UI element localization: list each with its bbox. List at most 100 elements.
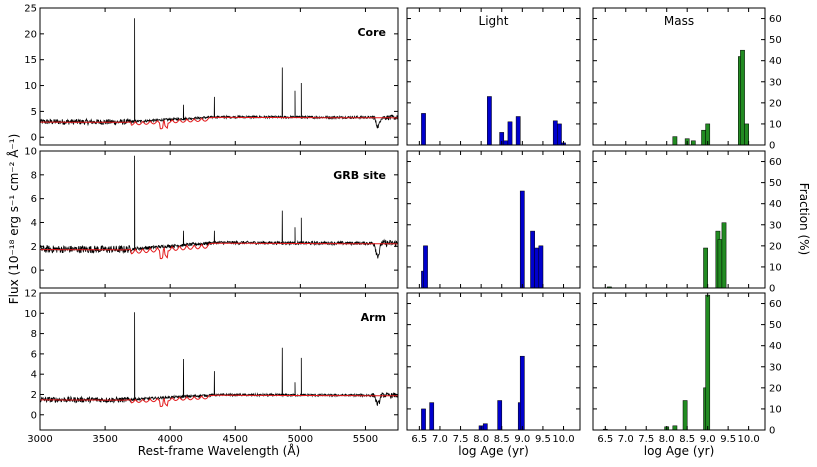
x-tick-label: 5000 [288,434,313,445]
x-tick-label: 6.5 [597,434,613,445]
panel-frame [39,7,399,146]
mass-histogram-2: 0 10 20 30 40 50 60 [592,150,782,295]
light-histogram-3: 6.5 7.0 7.5 8.0 8.5 9.0 9.5 10.0 [406,292,581,445]
x-tick-label: 9.0 [700,434,716,445]
panel-frame [592,7,766,146]
row-label: Core [357,26,386,39]
observed-spectrum-line [40,155,398,259]
spectrum-panel-2: 0 2 4 6 8 10 GRB site [24,147,399,289]
y-tick-label: 40 [769,56,782,67]
histogram-bar [672,425,678,431]
x-tick-label: 9.0 [514,434,530,445]
y-tick-label: 50 [769,178,782,189]
histogram-bar [721,222,727,289]
y-tick-label: 40 [769,341,782,352]
panel-frame [592,292,766,431]
y-tick-label: 0 [769,426,775,437]
mass-histogram-3: 6.5 7.0 7.5 8.0 8.5 9.0 9.5 10.0 0 10 20 30 40 50 60 [592,292,782,445]
histogram-bar [519,355,525,431]
y-tick-label: 0 [769,141,775,152]
histogram-bar [690,140,696,146]
x-tick-label: 3000 [27,434,52,445]
x-tick-label: 8.5 [494,434,510,445]
histogram-bar [557,123,562,146]
y-tick-label: 2 [31,242,37,253]
x-tick-label: 10.0 [737,434,759,445]
histogram-bar [507,121,513,146]
model-spectrum-line [40,116,398,130]
y-tick-label: 10 [24,309,37,320]
histogram-bar [672,136,678,146]
x-tick-label: 6.5 [411,434,427,445]
y-tick-label: 60 [769,299,782,310]
y-tick-label: 0 [31,133,37,144]
y-tick-label: 30 [769,77,782,88]
panel-frame [39,292,399,431]
histogram-bar [534,247,540,289]
spectrum-x-axis-title: Rest-frame Wavelength (Å) [138,443,300,458]
light-histogram-2 [406,150,581,289]
y-tick-label: 50 [769,320,782,331]
x-tick-label: 7.0 [618,434,634,445]
histogram-bar [482,423,488,431]
observed-spectrum-line [40,18,398,129]
row-label: GRB site [333,169,386,182]
y-tick-label: 10 [24,81,37,92]
histogram-bar [497,400,503,431]
spectrum-panel-1: 0 5 10 15 20 25 Core [24,4,399,146]
histogram-bar [519,190,525,289]
model-spectrum-line [40,394,398,408]
y-tick-label: 50 [769,35,782,46]
panel-title: Mass [664,14,694,28]
x-tick-label: 4500 [223,434,248,445]
y-tick-label: 5 [31,107,37,118]
histogram-bar [701,129,706,146]
mass-x-axis-title: log Age (yr) [644,444,715,458]
x-tick-label: 8.0 [659,434,675,445]
x-tick-label: 3500 [92,434,117,445]
x-tick-label: 9.5 [535,434,551,445]
x-tick-label: 7.5 [453,434,469,445]
y-tick-label: 30 [769,220,782,231]
y-tick-label: 20 [769,98,782,109]
histogram-bar [423,245,428,289]
y-tick-label: 10 [769,262,782,273]
histogram-bar [429,402,435,431]
histogram-bar [703,247,708,289]
panel-frame [406,150,581,289]
flux-y-axis-title: Flux (10⁻¹⁸ erg s⁻¹ cm⁻² Å⁻¹) [6,134,21,305]
mass-histogram-1: 0 10 20 30 40 50 60 Mass [592,7,782,152]
y-tick-label: 0 [31,410,37,421]
histogram-bar [421,408,426,431]
x-tick-label: 7.5 [638,434,654,445]
y-tick-label: 6 [31,194,37,205]
x-tick-label: 5500 [353,434,378,445]
histogram-bar [538,245,544,289]
panel-frame [406,292,581,431]
x-tick-label: 8.0 [473,434,489,445]
observed-spectrum-line [40,312,398,406]
y-tick-label: 0 [31,266,37,277]
x-tick-label: 7.0 [432,434,448,445]
y-tick-label: 60 [769,14,782,25]
y-tick-label: 10 [769,404,782,415]
histogram-bar [530,230,535,289]
histogram-bar [503,140,509,146]
y-tick-label: 12 [24,289,37,300]
y-tick-label: 20 [769,383,782,394]
y-tick-label: 25 [24,4,37,15]
y-tick-label: 10 [769,119,782,130]
panel-frame [39,150,399,289]
histogram-bar [487,96,492,146]
y-tick-label: 10 [24,147,37,158]
y-tick-label: 4 [31,218,37,229]
histogram-bar [682,400,688,431]
light-histogram-1: Light [406,7,581,146]
y-tick-label: 60 [769,157,782,168]
y-tick-label: 30 [769,362,782,373]
histogram-bar [421,113,426,146]
y-tick-label: 0 [769,284,775,295]
histogram-bar [744,123,749,146]
spectrum-panel-3: 0 2 4 6 8 10 12 3000 3500 4000 4500 5000 5500 Arm [24,289,399,445]
x-tick-label: 9.5 [720,434,736,445]
